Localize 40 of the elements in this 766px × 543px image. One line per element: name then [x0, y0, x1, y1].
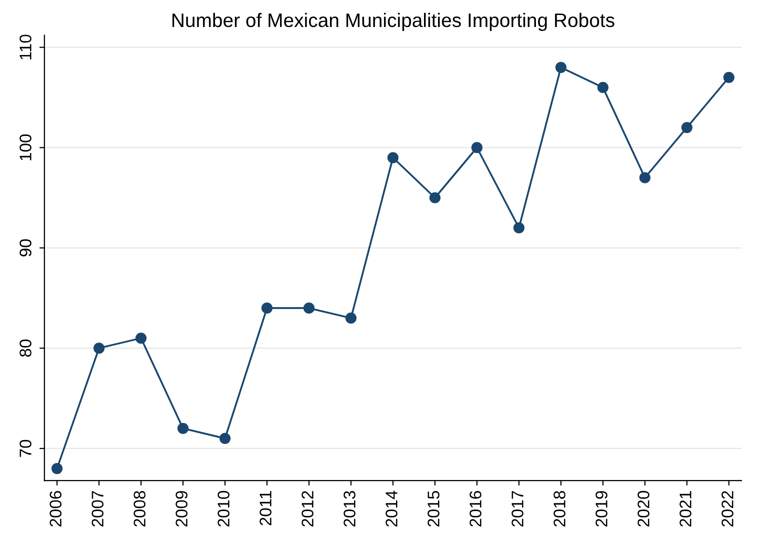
y-tick-label: 70	[20, 440, 32, 457]
point	[387, 152, 399, 164]
point	[177, 422, 189, 434]
point	[429, 192, 441, 204]
y-tick-label: 80	[20, 340, 32, 357]
point	[471, 142, 482, 154]
x-tick-label: 2014	[386, 490, 398, 527]
point	[261, 302, 273, 314]
point	[597, 82, 608, 93]
x-tick-label: 2020	[638, 490, 650, 527]
x-tick-label: 2009	[176, 491, 188, 527]
point	[93, 342, 105, 354]
x-tick-label: 2012	[302, 491, 314, 527]
point	[345, 312, 357, 324]
point	[303, 302, 315, 314]
x-tick-label: 2018	[554, 491, 566, 527]
x-tick-label: 2015	[428, 490, 440, 527]
x-tick-label: 2021	[680, 491, 692, 527]
y-tick-label: 100	[20, 134, 32, 160]
x-tick-label: 2016	[470, 491, 482, 527]
y-tick-label: 110	[20, 34, 32, 60]
point	[513, 222, 524, 234]
x-tick-label: 2022	[722, 491, 734, 527]
point	[639, 172, 650, 184]
point	[681, 122, 692, 134]
x-tick-label: 2006	[50, 491, 62, 527]
x-tick-label: 2019	[596, 491, 608, 527]
point	[51, 462, 63, 474]
point	[723, 72, 734, 83]
chart-title: Number of Mexican Municipalities Importing Robots	[172, 12, 614, 31]
x-tick-label: 2007	[92, 491, 104, 527]
point	[135, 332, 147, 344]
x-tick-label: 2013	[344, 491, 356, 527]
point	[219, 432, 231, 444]
point	[555, 62, 566, 73]
x-tick-label: 2008	[134, 491, 146, 527]
y-tick-label: 90	[20, 239, 32, 256]
x-tick-label: 2010	[218, 490, 230, 527]
x-tick-label: 2011	[260, 491, 272, 526]
x-tick-label: 2017	[512, 491, 524, 527]
